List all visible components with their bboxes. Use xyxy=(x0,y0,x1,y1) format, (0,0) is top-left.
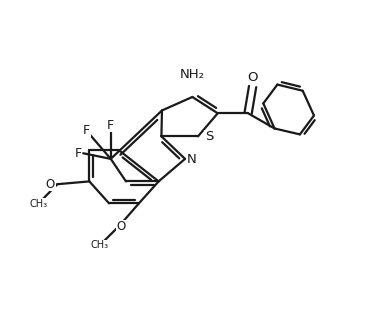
Text: O: O xyxy=(46,178,55,191)
Text: CH₃: CH₃ xyxy=(29,199,47,209)
Text: S: S xyxy=(205,130,213,143)
Text: CH₃: CH₃ xyxy=(91,240,109,250)
Text: F: F xyxy=(107,118,114,132)
Text: F: F xyxy=(83,124,90,137)
Text: NH₂: NH₂ xyxy=(180,67,205,81)
Text: N: N xyxy=(186,153,196,166)
Text: O: O xyxy=(117,220,126,233)
Text: O: O xyxy=(247,71,258,84)
Text: F: F xyxy=(75,147,82,160)
